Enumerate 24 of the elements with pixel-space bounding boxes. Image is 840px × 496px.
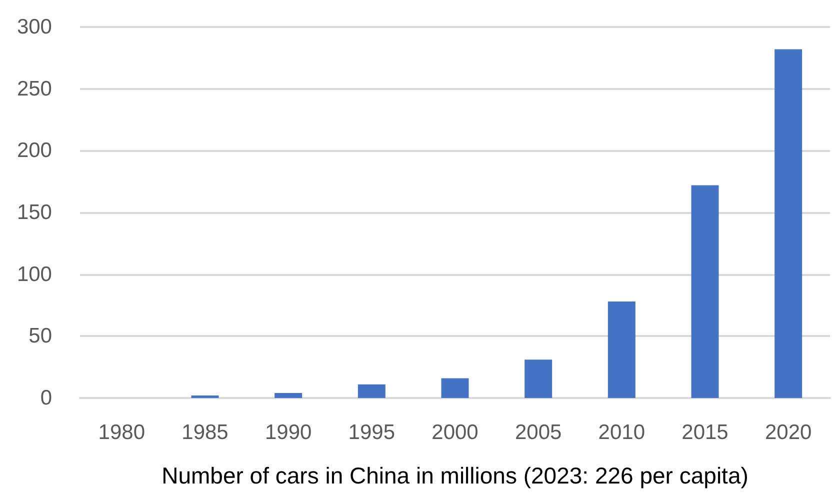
y-tick-label: 0 [40, 386, 52, 410]
x-tick-label: 1985 [182, 421, 228, 444]
y-tick-label: 100 [16, 262, 52, 286]
x-axis-title: Number of cars in China in millions (2023: 226 per capita) [162, 462, 748, 488]
x-tick-label: 2005 [514, 421, 562, 444]
y-tick-label: 150 [16, 201, 52, 224]
x-tick-label: 1995 [348, 421, 396, 444]
y-tick-label: 300 [16, 16, 52, 38]
bar [774, 49, 802, 398]
x-tick-label: 1980 [98, 421, 146, 444]
bar [358, 384, 386, 398]
bar [441, 378, 469, 398]
x-tick-label: 2020 [764, 421, 812, 444]
x-tick-label: 2015 [682, 421, 728, 444]
y-tick-label: 250 [16, 77, 52, 100]
x-tick-label: 2000 [432, 421, 478, 444]
x-tick-label: 2010 [598, 421, 646, 444]
x-tick-label: 1990 [264, 421, 312, 444]
bar [608, 302, 636, 398]
bar [524, 360, 552, 398]
y-tick-label: 50 [28, 324, 52, 348]
bar [691, 185, 719, 398]
y-tick-label: 200 [16, 139, 52, 162]
bar [274, 393, 302, 398]
